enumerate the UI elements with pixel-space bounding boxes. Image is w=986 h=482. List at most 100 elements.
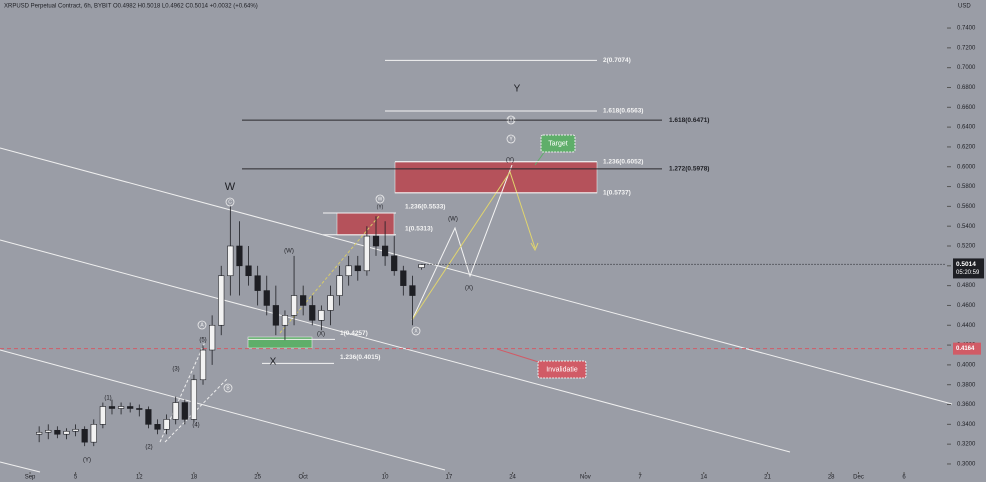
candle-body (145, 409, 152, 425)
x-tick-label: 18 (191, 475, 198, 481)
y-tick-label: 0.6000 (957, 164, 976, 170)
candle-body (63, 430, 70, 435)
wave-label: X (414, 328, 418, 334)
y-tick-label: 0.7000 (957, 65, 976, 71)
candle-body (372, 235, 380, 247)
y-tick-label: 0.6800 (957, 85, 976, 91)
candle-body (99, 406, 106, 425)
x-tick-label: Nov (580, 475, 591, 481)
x-tick-label: 12 (136, 475, 143, 481)
target-label: Target (548, 140, 568, 147)
y-tick-label: 0.3800 (957, 382, 976, 388)
candle-body (127, 406, 134, 409)
wave-label: (2) (145, 445, 152, 451)
y-tick-label: 0.5800 (957, 184, 976, 190)
candle-body (345, 265, 352, 277)
wave-label: C (228, 199, 232, 205)
y-tick-label: 0.7200 (957, 45, 976, 51)
wave-label: B (226, 385, 230, 391)
wave-label: W (225, 181, 236, 193)
y-tick-label: 0.3400 (957, 422, 976, 428)
y-tick-label: 0.5200 (957, 244, 976, 250)
candle-body (81, 428, 88, 443)
fib-level-label: 1.236(0.5533) (405, 204, 445, 211)
invalidation-price-tag (953, 342, 981, 355)
candle-body (72, 428, 79, 432)
channel (0, 147, 953, 473)
wave-label: (Y) (83, 458, 91, 464)
y-tick-label: 0.6600 (957, 105, 976, 111)
y-tick-label: 0.7400 (957, 26, 976, 32)
candle-body (227, 245, 234, 277)
wave-label: X (270, 357, 277, 368)
circles (197, 115, 516, 393)
candle-body (209, 324, 216, 351)
wave-label: (5) (199, 338, 206, 344)
last-price-tag (953, 258, 984, 279)
candle-body (199, 349, 207, 381)
countdown: 05:20:59 (956, 270, 980, 276)
candle-body (300, 295, 307, 306)
y-tick-label: 0.4400 (957, 323, 976, 329)
wave-label: (Y) (506, 158, 514, 164)
candle-body (309, 305, 316, 321)
x-tick-label: 28 (828, 475, 835, 481)
y-tick-label: 0.3200 (957, 442, 976, 448)
x-tick-label: Dec (853, 475, 864, 481)
candle-body (245, 265, 252, 277)
candle-body (254, 275, 261, 291)
candle-body (218, 275, 225, 326)
fib-level-label: 1.618(0.6563) (603, 108, 643, 115)
y-tick-label: 0.4800 (957, 283, 976, 289)
candle-body (363, 235, 370, 272)
wave-label: (4) (192, 423, 199, 429)
y-tick-label: 0.3000 (957, 462, 976, 468)
wave-label: (Y) (508, 117, 515, 123)
wave-label: W (378, 196, 383, 202)
candle-body (327, 295, 334, 311)
last-price: 0.5014 (956, 261, 976, 268)
x-tick-label: 24 (509, 475, 516, 481)
x-tick-label: 6 (902, 475, 906, 481)
candle-body (36, 431, 43, 435)
fib-level-label: 1.236(0.6052) (603, 158, 643, 165)
candle-body (391, 255, 398, 272)
fib-level-label: 1(0.5737) (603, 190, 631, 197)
candle-body (54, 429, 61, 435)
invalidation-price: 0.4164 (956, 346, 975, 352)
x-tick-label: 10 (382, 475, 389, 481)
candle-body (90, 424, 97, 443)
candle-body (382, 245, 389, 257)
wave-label: (Y) (377, 204, 384, 210)
fib-level-label: 1.236(0.4015) (340, 354, 380, 361)
wave-label: (3) (172, 367, 179, 373)
candle-body (181, 402, 188, 420)
candle-body (318, 310, 325, 321)
y-tick-label: 0.4000 (957, 362, 976, 368)
x-tick-label: 14 (700, 475, 707, 481)
x-tick-label: 25 (254, 475, 261, 481)
y-tick-label: 0.5600 (957, 204, 976, 210)
x-tick-label: 5 (74, 475, 78, 481)
wave-label: Y (514, 84, 521, 95)
wave-label: (X) (317, 332, 325, 338)
x-tick-label: Oct (298, 475, 308, 481)
candle-body (45, 429, 52, 433)
wave-label: (X) (465, 286, 473, 292)
projection (159, 164, 539, 443)
candle-body (409, 285, 416, 296)
y-tick-label: 0.6200 (957, 145, 976, 151)
fib-level-label: 1(0.4257) (340, 330, 368, 337)
wave-label: A (200, 322, 204, 328)
zone (394, 161, 598, 194)
candle-body (154, 424, 161, 430)
candle-body (172, 402, 179, 420)
wave-label: (W) (284, 249, 294, 255)
y-tick-label: 0.3600 (957, 402, 976, 408)
candle-body (190, 379, 198, 420)
candle-body (263, 290, 270, 306)
wave-label: (1) (104, 396, 111, 402)
candle-body (400, 270, 407, 286)
